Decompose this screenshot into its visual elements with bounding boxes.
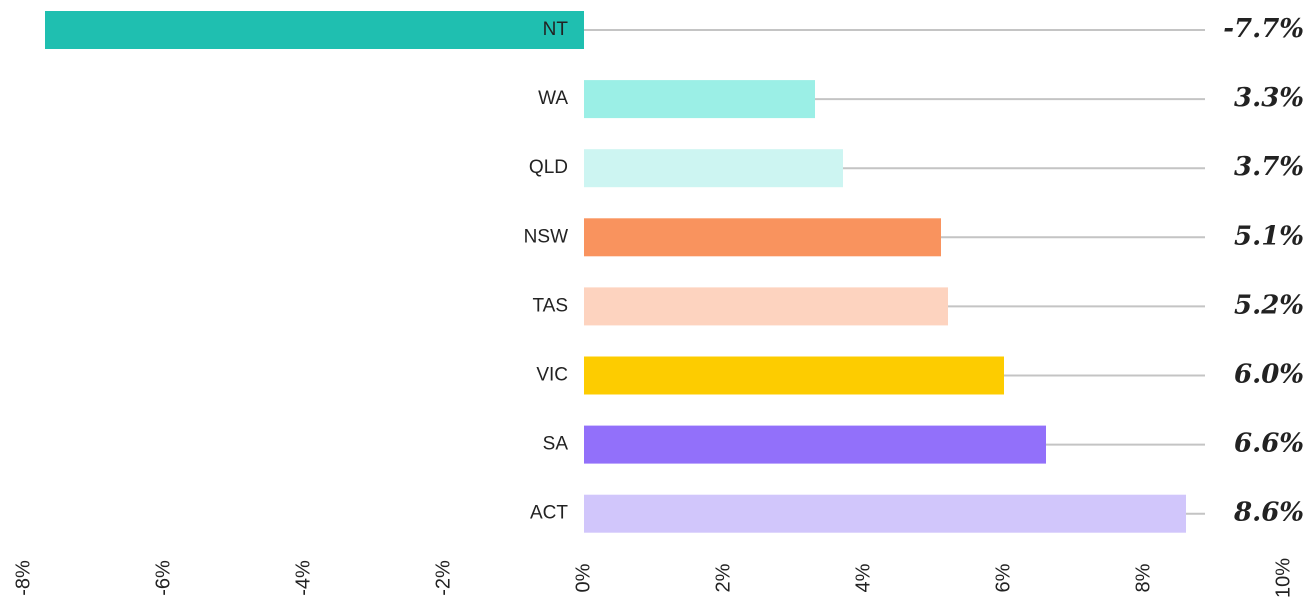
value-label: 6.0% bbox=[1234, 360, 1304, 390]
value-label: 8.6% bbox=[1233, 498, 1304, 528]
x-tick-label: 6% bbox=[992, 563, 1014, 592]
value-label: 3.7% bbox=[1234, 152, 1304, 182]
bar bbox=[584, 80, 815, 119]
bar bbox=[584, 287, 948, 326]
value-label: 6.6% bbox=[1234, 429, 1304, 459]
category-label: NSW bbox=[524, 226, 568, 247]
bar bbox=[584, 494, 1186, 533]
x-tick-label: -4% bbox=[292, 560, 314, 596]
bar bbox=[584, 356, 1004, 395]
bar bbox=[584, 425, 1046, 464]
value-label: 5.2% bbox=[1234, 290, 1304, 320]
x-tick-label: -2% bbox=[432, 560, 454, 596]
category-label: NT bbox=[543, 19, 569, 40]
category-label: VIC bbox=[536, 365, 568, 386]
x-tick-label: 10% bbox=[1272, 558, 1294, 598]
bar bbox=[584, 218, 941, 257]
x-tick-label: -8% bbox=[12, 560, 34, 596]
x-tick-label: -6% bbox=[152, 560, 174, 596]
category-label: ACT bbox=[530, 503, 568, 524]
category-label: WA bbox=[538, 88, 568, 109]
x-tick-label: 4% bbox=[852, 563, 874, 592]
category-label: TAS bbox=[532, 295, 568, 316]
value-label: 5.1% bbox=[1234, 221, 1304, 251]
value-label: 3.3% bbox=[1234, 83, 1304, 113]
bar bbox=[584, 149, 843, 188]
category-label: QLD bbox=[529, 157, 568, 178]
value-label: -7.7% bbox=[1223, 14, 1304, 44]
x-tick-label: 8% bbox=[1132, 563, 1154, 592]
category-label: SA bbox=[543, 434, 569, 455]
x-tick-label: 0% bbox=[572, 563, 594, 592]
x-tick-label: 2% bbox=[712, 563, 734, 592]
bar bbox=[45, 11, 584, 49]
